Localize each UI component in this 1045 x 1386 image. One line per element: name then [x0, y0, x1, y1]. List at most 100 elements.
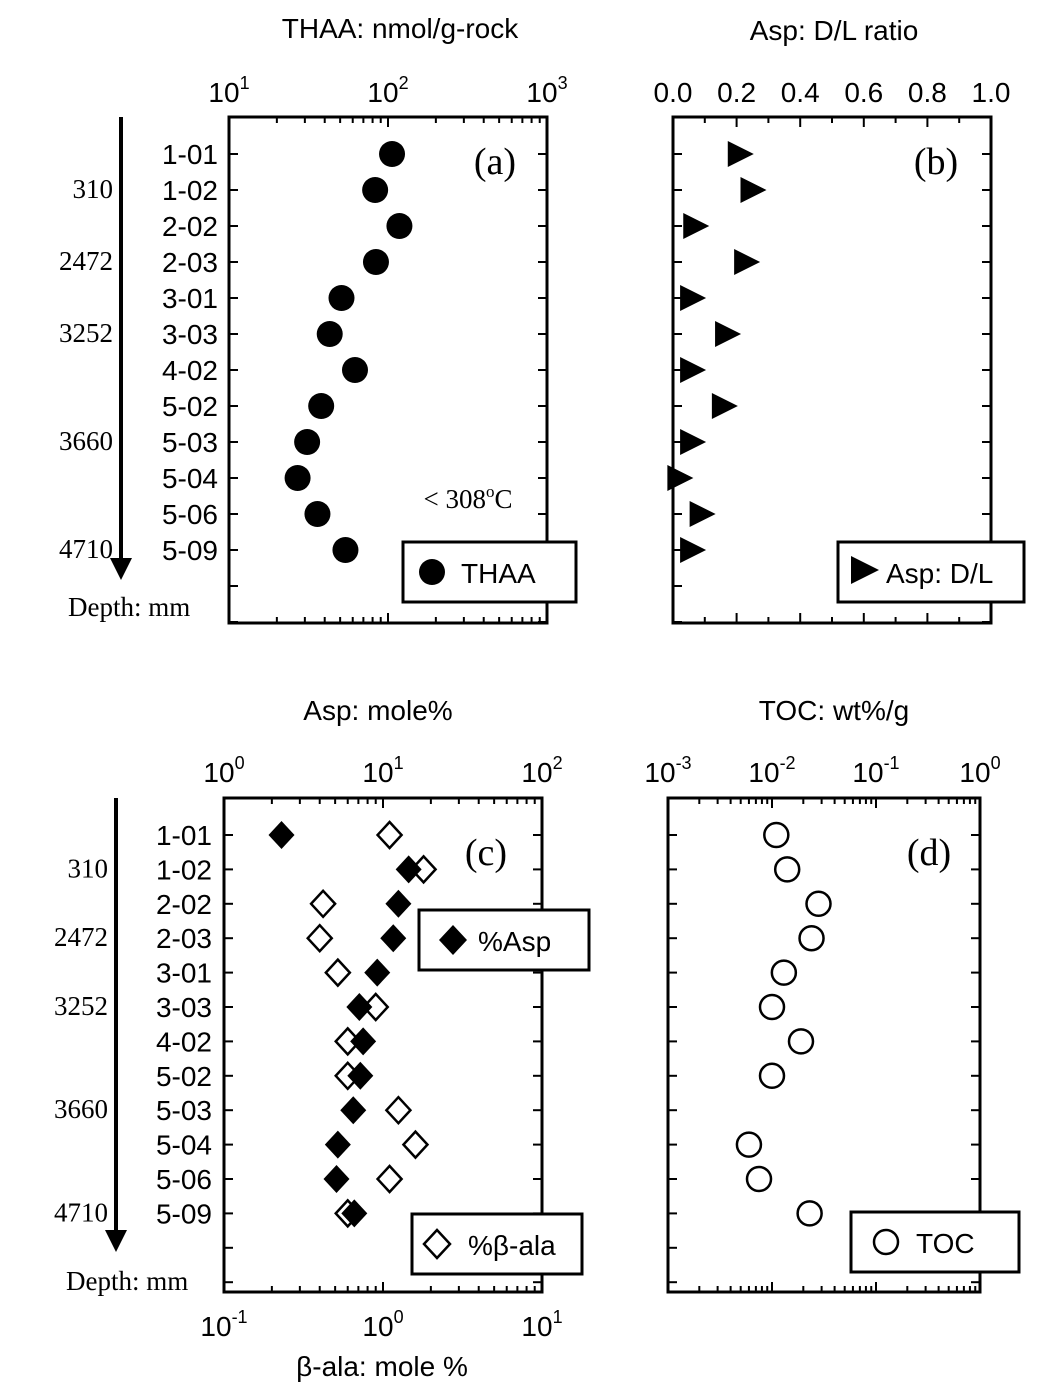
- x-tick-label-top: 100: [203, 753, 244, 788]
- x-tick-label-bottom: 101: [521, 1307, 562, 1342]
- depth-mark: 4710: [54, 1197, 108, 1227]
- panel-b-asp-dl: Asp: D/L ratio (b) 0.0 0.2 0.4 0.6 0.8 1.0 As…: [654, 15, 1026, 625]
- panel-c-points: [268, 820, 438, 1229]
- asp-dl-point: [680, 357, 707, 383]
- x-tick-label-bottom-exp: -1: [232, 1307, 248, 1327]
- toc-point: [805, 890, 832, 918]
- depth-mark: 3660: [54, 1094, 108, 1124]
- toc-point: [787, 1028, 815, 1055]
- legend-thaa-label: THAA: [461, 558, 536, 589]
- asp-dl-point: [711, 393, 738, 419]
- x-tick-label-bottom: 10-1: [200, 1307, 247, 1342]
- legend-bala-label: %β-ala: [468, 1230, 556, 1261]
- x-tick-label-exp: -1: [884, 753, 900, 773]
- panel-b-points: [667, 141, 767, 563]
- panel-a-title: THAA: nmol/g-rock: [282, 13, 519, 44]
- toc-point: [758, 993, 786, 1021]
- panel-a-label: (a): [474, 141, 516, 183]
- x-tick-label-exp: -2: [780, 753, 796, 773]
- asp-dl-point: [667, 465, 694, 491]
- asp-point: [341, 1199, 368, 1228]
- x-tick-label-bottom-exp: 1: [553, 1307, 563, 1327]
- x-tick-label: 102: [367, 73, 408, 108]
- asp-dl-point: [680, 537, 707, 563]
- thaa-point: [332, 537, 359, 563]
- toc-point: [773, 856, 801, 883]
- x-tick-label-top-base: 10: [203, 757, 234, 788]
- sample-label: 2-03: [156, 923, 212, 954]
- depth-mark: 4710: [59, 534, 113, 564]
- asp-point: [268, 821, 295, 849]
- legend-toc: TOC: [849, 1210, 1021, 1274]
- x-tick-label-base: 10: [748, 757, 779, 788]
- sample-label: 3-01: [162, 283, 218, 314]
- thaa-point: [386, 213, 413, 239]
- sample-label: 5-04: [156, 1130, 212, 1161]
- sample-label: 1-02: [162, 175, 218, 206]
- x-tick-label-bottom-base: 10: [200, 1311, 231, 1342]
- depth-mark: 310: [68, 853, 109, 883]
- panel-b-ticks: 0.0 0.2 0.4 0.6 0.8 1.0: [654, 77, 1010, 623]
- legend-asp-label: %Asp: [478, 926, 551, 957]
- asp-dl-point: [727, 141, 754, 167]
- asp-point: [346, 993, 373, 1021]
- toc-point: [798, 924, 825, 952]
- x-tick-label-top: 101: [362, 753, 403, 788]
- legend-thaa-marker: [419, 559, 445, 585]
- sample-label: 5-03: [162, 427, 218, 458]
- legend-toc-label: TOC: [916, 1228, 975, 1259]
- thaa-point: [294, 429, 321, 455]
- x-tick-label: 103: [526, 73, 567, 108]
- x-tick-label-bottom: 100: [362, 1307, 403, 1342]
- x-tick-label: 10-1: [852, 753, 899, 788]
- panel-d-points: [735, 821, 832, 1227]
- x-tick-label-base: 10: [367, 77, 398, 108]
- legend-asp: %Asp: [417, 908, 591, 972]
- sample-label: 1-01: [156, 820, 212, 851]
- x-tick-label-base: 10: [852, 757, 883, 788]
- thaa-point: [328, 285, 355, 311]
- asp-dl-point: [715, 321, 742, 347]
- depth-mark: 2472: [54, 922, 108, 952]
- toc-point: [758, 1062, 786, 1090]
- toc-point: [796, 1200, 823, 1227]
- legend-bala: %β-ala: [410, 1212, 584, 1276]
- toc-point: [770, 959, 798, 986]
- legend-bala-marker: [422, 1228, 452, 1260]
- sample-label: 5-02: [162, 391, 218, 422]
- x-tick-label-bottom-base: 10: [362, 1311, 393, 1342]
- x-tick-label: 0.6: [844, 77, 883, 108]
- asp-point: [385, 889, 412, 918]
- depth-arrow-head: [105, 1230, 127, 1252]
- x-tick-label: 101: [208, 73, 249, 108]
- sample-label: 4-02: [156, 1026, 212, 1057]
- toc-point: [763, 821, 790, 849]
- x-tick-label-top-exp: 2: [553, 753, 563, 773]
- depth-axis-top: Depth: mm 1-01 1-02 2-02 2-03 3-01 3-03 4-02 5-…: [59, 117, 218, 622]
- panel-c-label: (c): [465, 832, 507, 874]
- thaa-point: [316, 321, 343, 347]
- sample-label: 5-09: [162, 535, 218, 566]
- depth-mark: 2472: [59, 246, 113, 276]
- asp-point: [380, 924, 407, 953]
- asp-point: [364, 958, 391, 987]
- bala-point: [384, 1095, 413, 1126]
- depth-axis-bottom: Depth: mm 1-011-02 2-022-03 3-013-034-02 5-…: [54, 798, 212, 1296]
- sample-label: 3-03: [162, 319, 218, 350]
- bala-point: [324, 957, 352, 988]
- bala-point: [401, 1129, 430, 1160]
- panel-b-label: (b): [914, 141, 958, 183]
- bala-point: [375, 820, 404, 850]
- x-tick-label: 0.0: [654, 77, 693, 108]
- depth-mark: 3660: [59, 426, 113, 456]
- sample-label: 5-06: [156, 1164, 212, 1195]
- x-tick-label-base: 10: [526, 77, 557, 108]
- x-tick-label-exp: 1: [240, 73, 250, 93]
- x-tick-label-top-exp: 0: [235, 753, 245, 773]
- x-tick-label: 10-3: [644, 753, 691, 788]
- x-tick-label: 0.4: [781, 77, 820, 108]
- thaa-point: [341, 357, 368, 383]
- sample-label: 5-03: [156, 1095, 212, 1126]
- x-tick-label-top-base: 10: [521, 757, 552, 788]
